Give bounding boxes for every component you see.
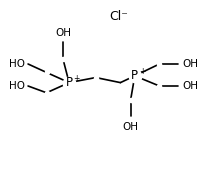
Text: P: P	[66, 76, 73, 89]
Text: +: +	[139, 67, 145, 76]
Text: HO: HO	[9, 81, 25, 91]
Text: OH: OH	[182, 81, 198, 91]
Text: P: P	[131, 69, 138, 82]
Text: OH: OH	[182, 59, 198, 69]
Text: OH: OH	[55, 28, 71, 38]
Text: Cl⁻: Cl⁻	[109, 10, 128, 23]
Text: HO: HO	[9, 59, 25, 69]
Text: +: +	[73, 74, 79, 83]
Text: OH: OH	[123, 122, 139, 132]
